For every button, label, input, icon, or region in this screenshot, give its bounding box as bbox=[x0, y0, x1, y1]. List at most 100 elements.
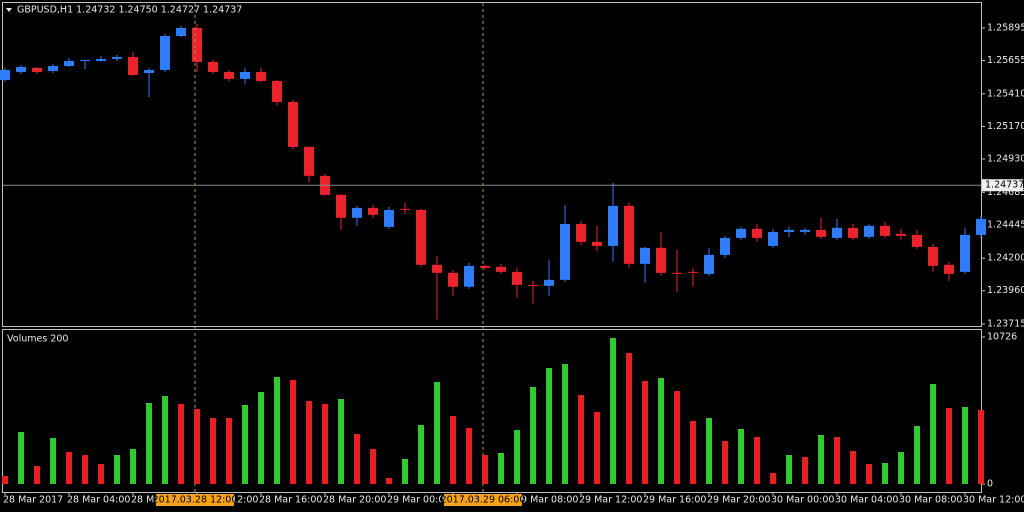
y-tick-label: 1.24930 bbox=[987, 154, 1024, 165]
y-tick-label: 1.25655 bbox=[987, 55, 1024, 66]
candle-body bbox=[448, 272, 458, 287]
volume-bar bbox=[626, 352, 632, 484]
candle-body bbox=[352, 207, 362, 218]
volume-bar bbox=[162, 396, 168, 484]
candle-body bbox=[912, 234, 922, 247]
volume-bar bbox=[386, 477, 392, 484]
volume-bar bbox=[690, 420, 696, 484]
volume-bar bbox=[706, 417, 712, 484]
candle-body bbox=[160, 35, 170, 70]
x-tick-label: 30 Mar 00:00 bbox=[771, 495, 834, 506]
volume-bar bbox=[882, 463, 888, 484]
volume-bar bbox=[450, 415, 456, 484]
x-tick-label: 29 Mar 16:00 bbox=[643, 495, 706, 506]
candle-body bbox=[256, 71, 266, 81]
candle-body bbox=[976, 218, 986, 235]
volume-bar bbox=[946, 407, 952, 484]
volume-bar bbox=[738, 429, 744, 484]
candle-body bbox=[240, 71, 250, 79]
candle-body bbox=[272, 80, 282, 102]
price-frame bbox=[2, 2, 982, 327]
volume-bar bbox=[82, 455, 88, 484]
volume-bar bbox=[50, 437, 56, 484]
crosshair-time: 2017.03.28 12:00 bbox=[153, 495, 238, 506]
volume-bar bbox=[722, 440, 728, 484]
candle-body bbox=[32, 67, 42, 72]
volume-bar bbox=[818, 434, 824, 484]
y-tick-label: 1.25410 bbox=[987, 88, 1024, 99]
candle-body bbox=[0, 69, 10, 80]
volume-bar bbox=[370, 448, 376, 484]
x-tick-label: 28 Mar 20:00 bbox=[323, 495, 386, 506]
candle-body bbox=[48, 66, 58, 72]
volume-bar bbox=[530, 386, 536, 484]
volume-bar bbox=[322, 403, 328, 484]
candle-body bbox=[608, 205, 618, 246]
volume-bar bbox=[514, 430, 520, 484]
candle-body bbox=[464, 265, 474, 287]
candle-body bbox=[832, 227, 842, 238]
volume-bar bbox=[130, 448, 136, 484]
candle-body bbox=[720, 237, 730, 255]
candle-body bbox=[928, 246, 938, 266]
candle-body bbox=[688, 271, 698, 273]
volume-bar bbox=[418, 424, 424, 484]
volume-bar bbox=[66, 451, 72, 484]
y-tick-label: 1.24200 bbox=[987, 253, 1024, 264]
menu-arrow[interactable] bbox=[6, 8, 12, 12]
volume-bar bbox=[594, 411, 600, 484]
x-tick-label: 29 Mar 12:00 bbox=[579, 495, 642, 506]
volume-bar bbox=[306, 401, 312, 484]
chart-title: GBPUSD,H1 1.24732 1.24750 1.24727 1.2473… bbox=[17, 5, 242, 16]
candle-body bbox=[528, 284, 538, 286]
x-tick-label: 29 Mar 00:00 bbox=[387, 495, 450, 506]
volume-bar bbox=[338, 399, 344, 484]
volume-bar bbox=[610, 337, 616, 484]
candle-body bbox=[736, 228, 746, 238]
y-tick-label: 1.25170 bbox=[987, 121, 1024, 132]
candle-body bbox=[624, 205, 634, 264]
volume-bar bbox=[146, 402, 152, 484]
candle-body bbox=[144, 69, 154, 73]
volume-bar bbox=[578, 394, 584, 484]
x-tick-label: 28 Mar 16:00 bbox=[259, 495, 322, 506]
x-tick-label: 29 Mar 20:00 bbox=[707, 495, 770, 506]
candle-body bbox=[128, 57, 138, 75]
y-tick-label: 1.24445 bbox=[987, 219, 1024, 230]
candle-body bbox=[896, 233, 906, 236]
volume-bar bbox=[658, 377, 664, 484]
volume-bar bbox=[930, 383, 936, 484]
volume-bar bbox=[898, 451, 904, 484]
volume-bar bbox=[114, 455, 120, 484]
volume-bar bbox=[674, 390, 680, 484]
volume-bar bbox=[354, 433, 360, 484]
candle-body bbox=[192, 27, 202, 62]
candle-body bbox=[432, 264, 442, 273]
x-tick-label: 28 Mar 04:00 bbox=[67, 495, 130, 506]
candle-body bbox=[960, 234, 970, 272]
crosshair-time-box bbox=[156, 494, 234, 506]
candle-body bbox=[640, 247, 650, 264]
candle-body bbox=[768, 231, 778, 246]
candle-body bbox=[944, 264, 954, 274]
candle-body bbox=[400, 208, 410, 210]
x-tick-label: 30 Mar 04:00 bbox=[835, 495, 898, 506]
candle-body bbox=[704, 254, 714, 274]
candle-body bbox=[384, 209, 394, 227]
crosshair-time: 2017.03.29 06:00 bbox=[441, 495, 526, 506]
candle-body bbox=[96, 58, 106, 61]
x-tick-label: 28 Mar 2017 bbox=[3, 495, 63, 506]
crosshair-price-box bbox=[982, 179, 1023, 192]
candle-body bbox=[416, 209, 426, 265]
y-tick-label: 1.24685 bbox=[987, 187, 1024, 198]
y-tick-label: 10726 bbox=[987, 332, 1017, 343]
x-tick-label: 30 Mar 08:00 bbox=[899, 495, 962, 506]
candle-body bbox=[496, 266, 506, 272]
volume-bar bbox=[34, 465, 40, 484]
volume-bar bbox=[242, 404, 248, 484]
volume-bar bbox=[2, 475, 8, 484]
volume-bar bbox=[962, 406, 968, 484]
volume-bar bbox=[770, 472, 776, 484]
candle-body bbox=[752, 228, 762, 238]
y-tick-label: 1.23715 bbox=[987, 319, 1024, 330]
